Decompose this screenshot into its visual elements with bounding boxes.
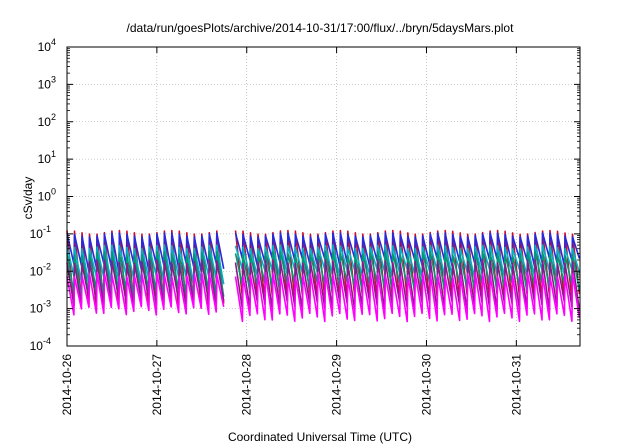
- y-tick-exponent: -3: [43, 299, 51, 309]
- y-tick-label: 100: [38, 187, 56, 204]
- x-tick-label: 2014-10-27: [150, 354, 164, 416]
- x-tick-label: 2014-10-28: [240, 354, 254, 416]
- y-tick-exponent: -2: [43, 261, 51, 271]
- y-tick-exponent: 0: [51, 187, 56, 197]
- series-line: [66, 272, 225, 316]
- x-tick-label: 2014-10-31: [509, 354, 523, 416]
- y-tick-label: 10-4: [30, 336, 51, 353]
- x-tick-label: 2014-10-30: [419, 354, 433, 416]
- y-tick-label: 10-1: [30, 224, 51, 241]
- y-tick-exponent: 3: [51, 74, 56, 84]
- y-tick-label: 10-3: [30, 299, 51, 316]
- chart-title: /data/run/goesPlots/archive/2014-10-31/1…: [126, 21, 514, 35]
- y-tick-exponent: 4: [51, 37, 56, 47]
- x-tick-label: 2014-10-29: [330, 354, 344, 416]
- y-tick-exponent: -4: [43, 336, 51, 346]
- series-line: [66, 232, 225, 273]
- series-line: [234, 272, 581, 323]
- plot-frame: [66, 46, 581, 347]
- series-line: [66, 244, 225, 286]
- y-tick-label: 104: [38, 37, 56, 54]
- y-tick-label: 101: [38, 149, 56, 166]
- series-layer: [66, 229, 581, 323]
- y-tick-label: 103: [38, 74, 56, 91]
- y-tick-exponent: 1: [51, 149, 56, 159]
- x-tick-label: 2014-10-26: [60, 354, 74, 416]
- axis-layer: 10410310210110010-110-210-310-42014-10-2…: [30, 37, 581, 416]
- y-tick-exponent: -1: [43, 224, 51, 234]
- y-tick-label: 102: [38, 112, 56, 129]
- series-line: [66, 259, 225, 308]
- x-axis-label: Coordinated Universal Time (UTC): [227, 430, 413, 444]
- y-tick-exponent: 2: [51, 112, 56, 122]
- y-tick-label: 10-2: [30, 261, 51, 278]
- series-line: [66, 250, 225, 300]
